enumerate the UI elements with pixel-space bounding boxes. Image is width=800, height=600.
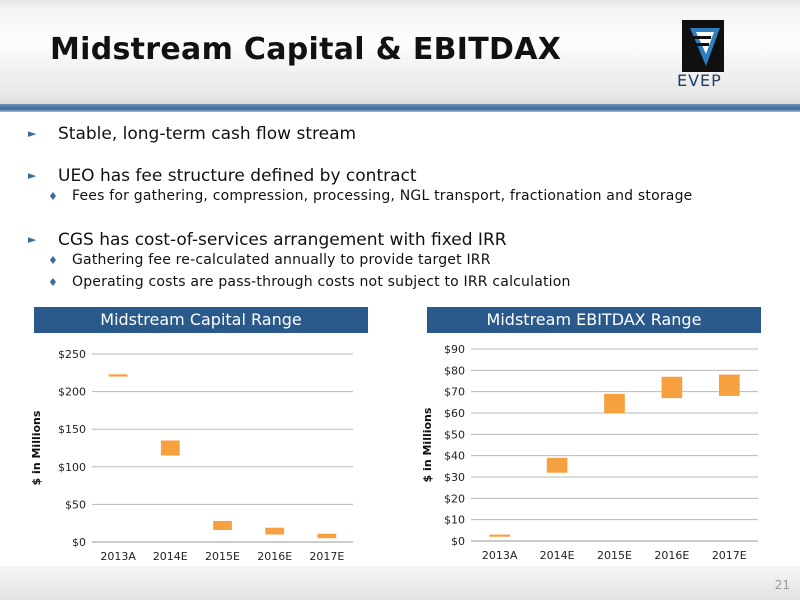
diamond-icon: ♦: [48, 254, 59, 267]
bullet-text: Stable, long-term cash flow stream: [58, 124, 357, 144]
bullet-arrow-icon: ►: [28, 127, 37, 140]
header-accent-bar: [0, 104, 800, 112]
x-category-label: 2017E: [309, 550, 344, 563]
logo-text: EVEP: [677, 71, 722, 90]
y-tick-label: $150: [58, 423, 86, 436]
bullet-item: ► UEO has fee structure defined by contr…: [28, 166, 788, 186]
sub-bullet-item: ♦ Fees for gathering, compression, proce…: [28, 188, 788, 208]
y-tick-label: $100: [58, 461, 86, 474]
x-category-label: 2013A: [482, 549, 518, 562]
bullet-text: CGS has cost-of-services arrangement wit…: [58, 230, 507, 250]
y-axis-label: $ in Millions: [30, 410, 43, 485]
range-bar: [604, 393, 625, 413]
y-tick-label: $70: [444, 386, 465, 399]
x-category-label: 2013A: [100, 550, 136, 563]
evep-logo-icon: [682, 20, 724, 72]
x-category-label: 2016E: [257, 550, 292, 563]
capital-range-chart: $0 $50 $100 $150 $200 $250 $ in Millions 2013A 2…: [30, 348, 353, 563]
y-tick-label: $60: [444, 407, 465, 420]
x-category-label: 2014E: [540, 549, 575, 562]
bullet-text: UEO has fee structure defined by contrac…: [58, 166, 417, 186]
y-tick-label: $50: [444, 428, 465, 441]
x-category-label: 2014E: [153, 550, 188, 563]
sub-bullet-item: ♦ Gathering fee re-calculated annually t…: [28, 252, 788, 272]
y-tick-label: $80: [444, 364, 465, 377]
slide-footer: [0, 566, 800, 600]
ebitdax-chart-title: Midstream EBITDAX Range: [427, 307, 761, 333]
range-bar: [546, 457, 568, 473]
range-bar: [213, 520, 232, 530]
range-bar: [718, 374, 740, 396]
y-tick-label: $0: [72, 536, 86, 549]
bullet-arrow-icon: ►: [28, 233, 37, 246]
range-bar: [661, 376, 683, 399]
y-tick-label: $40: [444, 450, 465, 463]
y-tick-label: $50: [65, 498, 86, 511]
sub-bullet-text: Fees for gathering, compression, process…: [72, 188, 693, 204]
bullet-arrow-icon: ►: [28, 169, 37, 182]
sub-bullet-text: Operating costs are pass-through costs n…: [72, 274, 571, 290]
sub-bullet-item: ♦ Operating costs are pass-through costs…: [28, 274, 788, 294]
y-tick-label: $90: [444, 343, 465, 356]
slide-title: Midstream Capital & EBITDAX: [50, 32, 562, 67]
bullet-item: ► CGS has cost-of-services arrangement w…: [28, 230, 788, 250]
range-bar: [108, 374, 128, 377]
slide-header: Midstream Capital & EBITDAX EVEP: [0, 0, 800, 104]
range-bar: [265, 527, 285, 535]
page-number: 21: [774, 578, 790, 592]
x-category-label: 2015E: [205, 550, 240, 563]
bullet-item: ► Stable, long-term cash flow stream: [28, 124, 788, 144]
y-tick-label: $0: [451, 535, 465, 548]
y-axis-label: $ in Millions: [421, 407, 434, 482]
ebitdax-range-chart: $0 $10 $20 $30 $40 $50 $60 $70 $80 $90 $ in Millio…: [421, 343, 758, 562]
y-tick-label: $10: [444, 514, 465, 527]
diamond-icon: ♦: [48, 276, 59, 289]
header-background: [0, 6, 800, 98]
sub-bullet-text: Gathering fee re-calculated annually to …: [72, 252, 491, 268]
x-category-label: 2017E: [712, 549, 747, 562]
bullet-list: ► Stable, long-term cash flow stream ► U…: [28, 122, 788, 290]
y-tick-label: $30: [444, 471, 465, 484]
range-bar: [317, 533, 337, 539]
y-tick-label: $250: [58, 348, 86, 361]
range-bar: [160, 440, 180, 456]
x-category-label: 2015E: [597, 549, 632, 562]
y-tick-label: $200: [58, 386, 86, 399]
y-tick-label: $20: [444, 492, 465, 505]
diamond-icon: ♦: [48, 190, 59, 203]
capital-chart-title: Midstream Capital Range: [34, 307, 368, 333]
x-category-label: 2016E: [654, 549, 689, 562]
range-bar: [489, 534, 511, 537]
